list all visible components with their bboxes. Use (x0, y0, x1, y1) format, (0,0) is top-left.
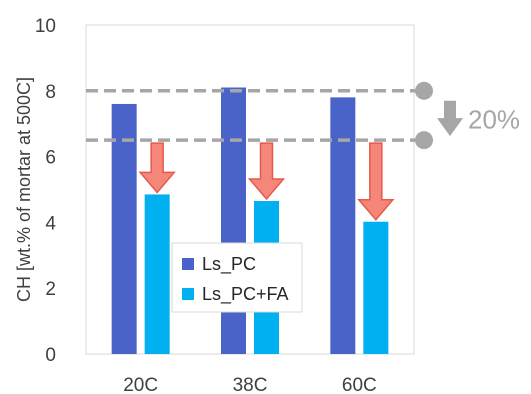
y-tick-label: 6 (45, 148, 56, 169)
y-axis-label: CH [wt.% of mortar at 500C] (14, 77, 34, 302)
reduction-arrow-20c-icon (138, 142, 176, 194)
reduction-arrow-38c-icon (247, 142, 286, 201)
legend-swatch-1 (182, 258, 194, 270)
legend-box (171, 242, 303, 313)
legend-label-2: Ls_PC+FA (202, 284, 289, 305)
y-tick-label: 0 (45, 345, 56, 366)
x-tick-label: 60C (342, 375, 377, 394)
bar-60c-series-1 (330, 97, 356, 354)
y-tick-label: 8 (45, 82, 56, 103)
reduction-label: 20% (468, 104, 520, 134)
x-tick-label: 20C (123, 375, 158, 394)
y-tick-label: 4 (45, 213, 56, 234)
plot-frame (85, 24, 415, 355)
x-axis: 20C 38C 60C (123, 375, 377, 394)
y-tick-label: 10 (35, 16, 56, 37)
plot-border (85, 24, 415, 355)
reduction-arrow-icon (437, 100, 463, 137)
legend: Ls_PC Ls_PC+FA (171, 242, 303, 313)
legend-swatch-2 (182, 288, 194, 300)
bar-60c-series-2 (363, 221, 389, 354)
reduction-arrow-60c-icon (357, 142, 395, 221)
bar-20c-series-2 (144, 194, 170, 354)
bar-38c-series-1 (221, 87, 246, 354)
y-axis: 0 2 4 6 8 10 (35, 16, 57, 366)
x-tick-label: 38C (233, 375, 268, 394)
annotations: 20% (86, 81, 520, 221)
reference-marker-1 (415, 81, 433, 100)
legend-label-1: Ls_PC (202, 254, 256, 275)
reference-marker-2 (415, 131, 433, 150)
bars (111, 87, 389, 355)
bar-20c-series-1 (111, 103, 137, 355)
y-tick-label: 2 (45, 279, 56, 300)
